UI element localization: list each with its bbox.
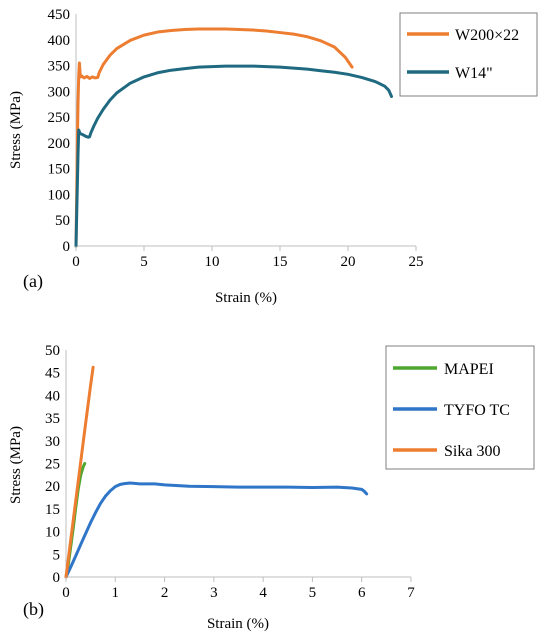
panel-b-y-tick-label: 40 bbox=[45, 388, 60, 404]
panel-b-x-tick-label: 4 bbox=[259, 585, 267, 601]
panel-a-y-tick-label: 450 bbox=[48, 7, 71, 23]
panel-b-legend-label-tyfo: TYFO TC bbox=[444, 402, 510, 419]
panel-b-x-tick-label: 6 bbox=[358, 585, 366, 601]
panel-b-legend-label-sika: Sika 300 bbox=[444, 443, 500, 460]
panel-a-series-w14 bbox=[74, 64, 394, 248]
panel-b-y-axis-title: Stress (MPa) bbox=[8, 426, 24, 504]
panel-a-x-tick-label: 20 bbox=[341, 254, 356, 270]
panel-b-x-axis-title: Strain (%) bbox=[207, 616, 269, 632]
panel-a-x-tick-label: 10 bbox=[205, 254, 220, 270]
panel-b-x-ticks: 0 1 2 3 4 5 6 7 bbox=[62, 577, 415, 601]
panel-b-x-tick-label: 3 bbox=[210, 585, 218, 601]
panel-a-y-tick-label: 150 bbox=[48, 162, 71, 178]
panel-a-x-tick-label: 0 bbox=[72, 254, 80, 270]
panel-b-series-sika-300 bbox=[64, 365, 95, 579]
panel-b-x-tick-label: 0 bbox=[62, 585, 70, 601]
panel-a-y-tick-label: 300 bbox=[48, 84, 71, 100]
panel-a-y-axis-title: Stress (MPa) bbox=[8, 91, 24, 169]
panel-b-y-tick-label: 0 bbox=[53, 570, 61, 586]
panel-a-y-tick-label: 50 bbox=[55, 213, 70, 229]
panel-a-x-tick-label: 15 bbox=[273, 254, 288, 270]
panel-a-x-tick-label: 5 bbox=[140, 254, 148, 270]
panel-a-legend-label-w14: W14" bbox=[455, 65, 493, 82]
panel-b-y-tick-label: 15 bbox=[45, 502, 60, 518]
panel-a-y-ticks: 0 50 100 150 200 250 300 350 400 450 bbox=[48, 7, 71, 255]
panel-b-x-tick-label: 1 bbox=[112, 585, 120, 601]
panel-b-y-tick-label: 5 bbox=[53, 547, 61, 563]
panel-b-y-tick-label: 50 bbox=[45, 343, 60, 359]
panel-a-x-ticks: 0 5 10 15 20 25 bbox=[72, 246, 424, 270]
panel-b-legend-label-mapei: MAPEI bbox=[444, 361, 494, 378]
panel-a-y-tick-label: 0 bbox=[63, 239, 71, 255]
panel-a-legend: W200×22 W14" bbox=[399, 12, 538, 97]
panel-a-legend-label-w200: W200×22 bbox=[455, 27, 519, 44]
panel-a-x-tick-label: 25 bbox=[409, 254, 424, 270]
panel-b-x-tick-label: 7 bbox=[407, 585, 415, 601]
panel-a-series-layer bbox=[74, 27, 394, 248]
panel-a-label: (a) bbox=[23, 271, 43, 292]
panel-b-label: (b) bbox=[23, 599, 44, 620]
panel-b-y-tick-label: 45 bbox=[45, 366, 60, 382]
panel-b-y-tick-label: 30 bbox=[45, 434, 60, 450]
panel-a-series-w200-22 bbox=[74, 27, 354, 248]
panel-a-y-tick-label: 100 bbox=[48, 187, 71, 203]
panel-b-legend: MAPEI TYFO TC Sika 300 bbox=[385, 345, 535, 470]
panel-a-y-tick-label: 250 bbox=[48, 110, 71, 126]
panel-a-chart: 0 5 10 15 20 25 0 50 100 150 200 250 300 350 400 450 S… bbox=[8, 7, 538, 306]
panel-a-y-tick-label: 200 bbox=[48, 136, 71, 152]
panel-a-y-tick-label: 350 bbox=[48, 59, 71, 75]
panel-a-x-axis-title: Strain (%) bbox=[215, 290, 277, 306]
panel-b-series-layer bbox=[64, 365, 369, 579]
panel-a-y-tick-label: 400 bbox=[48, 33, 71, 49]
panel-b-y-tick-label: 35 bbox=[45, 411, 60, 427]
panel-a-legend-box bbox=[399, 12, 538, 97]
panel-b-y-tick-label: 20 bbox=[45, 479, 60, 495]
panel-b-x-tick-label: 5 bbox=[309, 585, 317, 601]
panel-b-y-tick-label: 25 bbox=[45, 457, 60, 473]
panel-b-series-tyfo-tc bbox=[64, 481, 369, 579]
panel-b-y-ticks: 0 5 10 15 20 25 30 35 40 45 50 bbox=[45, 343, 60, 586]
panel-b-x-tick-label: 2 bbox=[161, 585, 169, 601]
panel-b-y-tick-label: 10 bbox=[45, 525, 60, 541]
